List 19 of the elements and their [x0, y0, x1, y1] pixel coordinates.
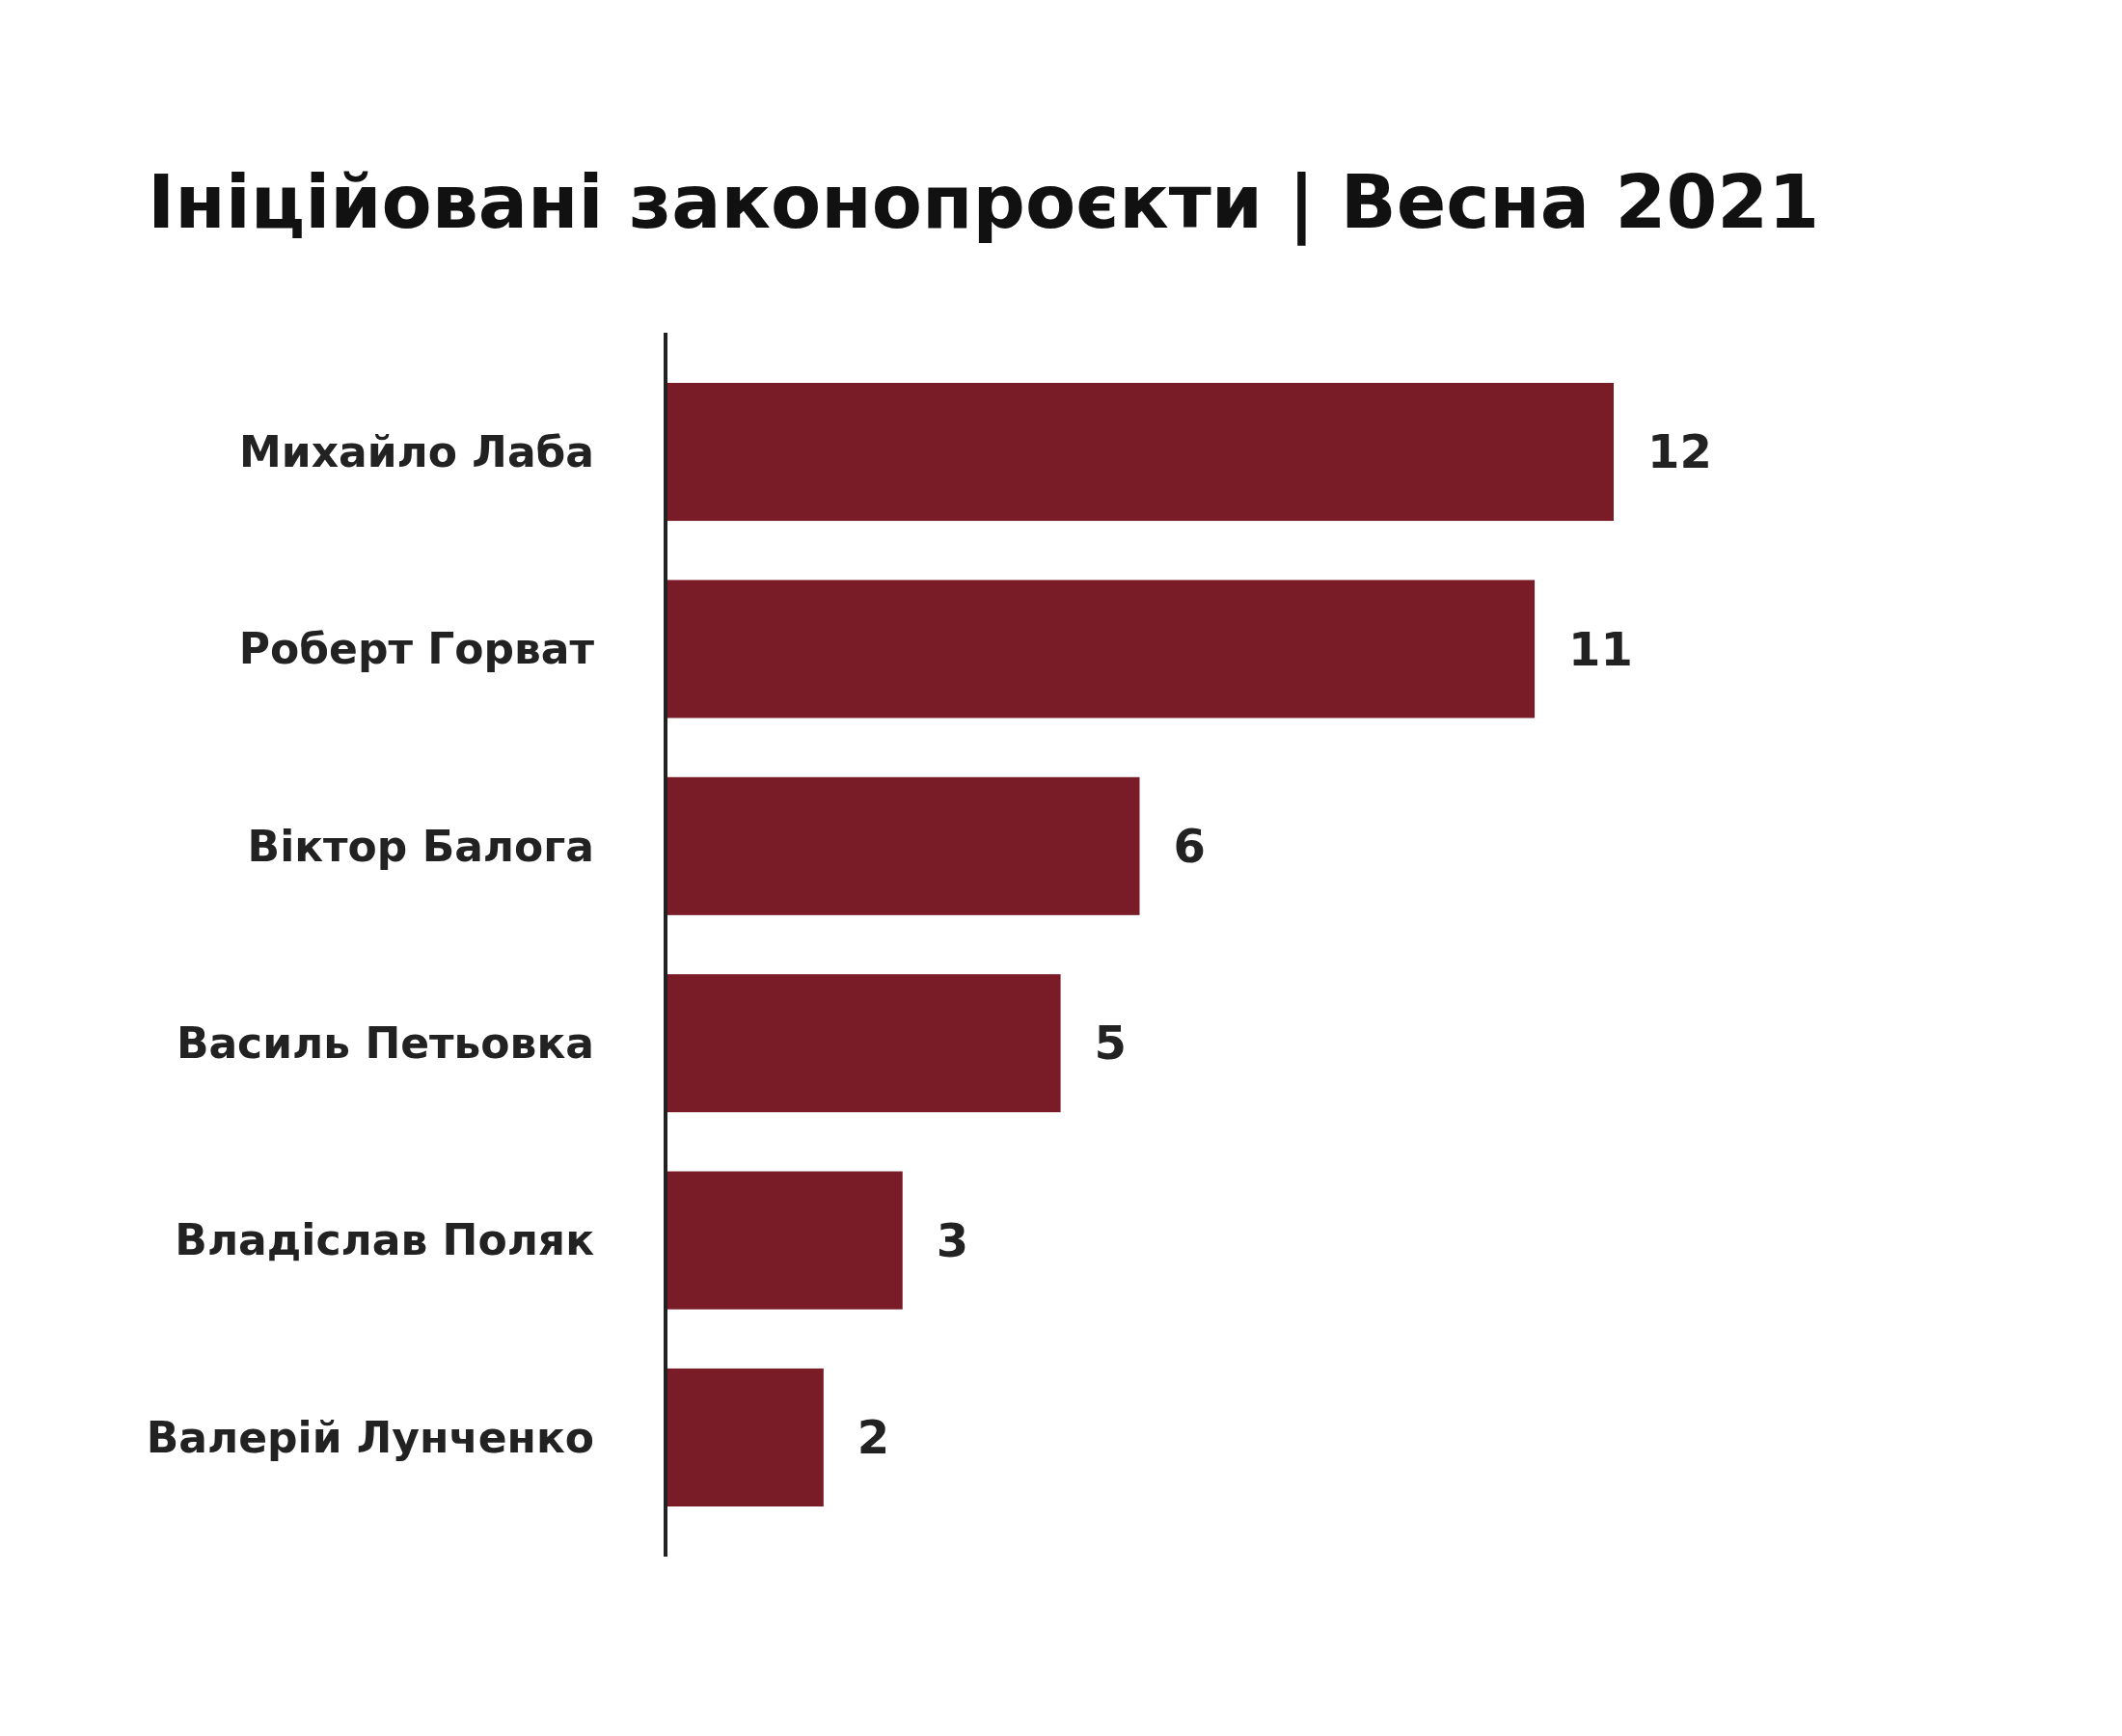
data-label: 12: [1647, 424, 1712, 479]
data-label: 2: [857, 1410, 890, 1465]
bar: [666, 580, 1536, 719]
chart-title: Ініційовані законопроєкти | Весна 2021: [148, 159, 1820, 246]
bar: [666, 974, 1061, 1113]
data-label: 5: [1094, 1016, 1127, 1071]
y-tick-label: Віктор Балога: [247, 821, 594, 871]
y-tick-label: Роберт Горват: [238, 624, 595, 674]
bar: [666, 383, 1614, 522]
data-label: 3: [936, 1212, 969, 1267]
data-label: 11: [1568, 621, 1633, 676]
y-tick-label: Василь Петьовка: [176, 1018, 594, 1069]
bar: [666, 1171, 903, 1310]
y-tick-label: Валерій Лунченко: [146, 1412, 594, 1462]
y-tick-label: Владіслав Поляк: [175, 1215, 595, 1265]
bar: [666, 776, 1140, 915]
data-label: 6: [1173, 819, 1206, 874]
bar: [666, 1368, 824, 1506]
y-tick-label: Михайло Лаба: [239, 426, 594, 476]
